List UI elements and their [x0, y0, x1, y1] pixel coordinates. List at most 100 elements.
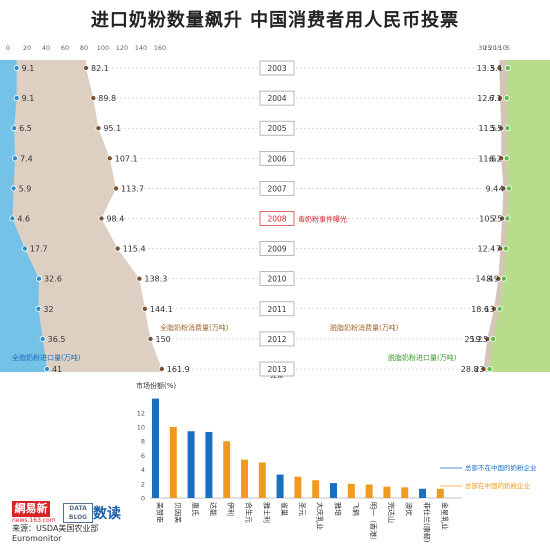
market-share-bar-chart: 市场份额(%) 0 2 4 6 8 10 12 美赞臣 贝因美 惠氏 达能 伊利 合生元 雅士利 雀巢 圣元 大庆…	[136, 381, 537, 544]
bar-category-label: 美赞臣	[156, 502, 165, 523]
skim-milk-consumption-series-label: 脱脂奶粉消费量(万吨)	[330, 323, 399, 332]
whole-milk-consumption-point	[147, 335, 154, 342]
shudu-logo: 数读	[93, 506, 121, 522]
whole-milk-consumption-value-label: 89.8	[98, 94, 116, 103]
right-axis-tick-label: 30	[478, 44, 486, 52]
skim-milk-consumption-point	[480, 365, 487, 372]
year-label: 2011	[267, 305, 286, 314]
year-box	[259, 60, 295, 76]
whole-milk-consumption-point	[90, 95, 97, 102]
whole-milk-import-value-label: 7.4	[20, 154, 33, 163]
market-share-bar	[152, 398, 159, 498]
bar-chart-y-tick: 10	[137, 424, 145, 432]
year-label: 2013	[267, 365, 286, 374]
market-share-bar	[258, 462, 266, 498]
year-box	[259, 150, 295, 166]
skim-milk-import-series-label: 脱脂奶粉进口量(万吨)	[388, 353, 457, 362]
skim-milk-import-value-label: 8.9	[486, 275, 499, 284]
market-share-bar	[436, 488, 444, 498]
whole-milk-import-value-label: 5.9	[19, 184, 32, 193]
market-share-bar	[330, 483, 337, 498]
whole-milk-import-point	[13, 64, 20, 71]
year-label: 2008	[267, 215, 286, 224]
right-axis-tick-label: 25	[483, 44, 491, 52]
right-axis-tick-label: 20	[488, 44, 496, 52]
market-share-bar	[347, 483, 355, 498]
skim-milk-import-value-label: 13	[485, 305, 495, 314]
year-box	[259, 211, 295, 226]
market-share-bar	[241, 459, 248, 498]
bar-category-label: 合生元	[245, 502, 254, 523]
bar-chart-y-tick: 12	[137, 409, 145, 417]
whole-milk-consumption-point	[98, 215, 105, 222]
skim-milk-import-point	[502, 245, 509, 252]
year-box	[259, 361, 295, 377]
bar-chart-y-tick: 6	[141, 452, 145, 460]
whole-milk-import-value-label: 4.6	[17, 215, 30, 224]
whole-milk-import-value-label: 32	[43, 305, 53, 314]
skim-milk-import-value-label: 5.5	[490, 215, 503, 224]
bar-category-label: 达能	[209, 502, 218, 516]
whole-milk-consumption-point	[136, 275, 143, 282]
year-label: 2010	[267, 275, 286, 284]
market-share-bar	[383, 486, 391, 498]
bar-category-label: 伊利	[227, 502, 236, 516]
skim-milk-consumption-point	[497, 95, 504, 102]
left-axis-tick-label: 40	[42, 44, 50, 52]
skim-milk-import-value-label: 7	[496, 245, 501, 254]
whole-milk-consumption-value-label: 144.1	[150, 305, 173, 314]
whole-milk-import-value-label: 41	[52, 365, 62, 374]
whole-milk-consumption-point	[141, 305, 148, 312]
left-axis-tick-label: 160	[154, 44, 166, 52]
whole-milk-consumption-point	[114, 245, 121, 252]
skim-milk-import-value-label: 5.1	[490, 64, 503, 73]
source-line-euromonitor: Euromonitor	[12, 534, 62, 543]
skim-milk-import-point	[504, 125, 511, 132]
year-label: 2005	[267, 124, 286, 133]
left-axis-tick-label: 60	[61, 44, 69, 52]
market-share-bar	[276, 474, 284, 498]
skim-milk-import-point	[490, 335, 497, 342]
skim-milk-consumption-value-label: 12.7	[477, 94, 495, 103]
skim-milk-import-point	[503, 155, 510, 162]
whole-milk-consumption-value-label: 95.1	[103, 124, 121, 133]
market-share-bar	[365, 484, 373, 498]
year-box	[259, 301, 295, 317]
datablog-logo: DATA BLOG	[63, 503, 93, 523]
left-axis-tick-label: 80	[80, 44, 88, 52]
whole-milk-consumption-value-label: 150	[156, 335, 171, 344]
bar-category-label: 澳优	[405, 502, 414, 516]
legend-foreign-label: 总部不在中国的奶粉企业	[465, 463, 537, 472]
year-box	[259, 331, 295, 347]
bar-category-label: 完达山	[387, 502, 396, 523]
bar-category-label: 金星乳业	[440, 502, 449, 530]
whole-milk-consumption-value-label: 138.3	[144, 275, 167, 284]
event-label: 毒奶粉事件曝光	[298, 215, 347, 224]
whole-milk-consumption-point	[106, 155, 113, 162]
source-line-usda: 来源：USDA美国农业部	[12, 524, 99, 533]
skim-milk-import-point	[505, 185, 512, 192]
left-axis-tick-label: 100	[97, 44, 109, 52]
whole-milk-consumption-area	[0, 60, 162, 372]
page-title: 进口奶粉数量飙升 中国消费者用人民币投票	[90, 10, 460, 31]
bar-chart-y-label: 市场份额(%)	[136, 381, 176, 390]
left-axis-tick-label: 0	[6, 44, 10, 52]
year-box	[259, 90, 295, 106]
skim-milk-consumption-value-label: 11.5	[478, 124, 496, 133]
whole-milk-import-value-label: 36.5	[48, 335, 66, 344]
bar-chart-y-tick: 2	[141, 480, 145, 488]
skim-milk-consumption-point	[495, 275, 502, 282]
bar-category-label: 圣元	[298, 502, 306, 516]
left-axis-tick-label: 20	[23, 44, 31, 52]
left-axis-tick-label: 120	[116, 44, 128, 52]
whole-milk-consumption-value-label: 98.4	[106, 215, 124, 224]
skim-milk-import-point	[503, 95, 510, 102]
market-share-bar	[187, 431, 195, 498]
whole-milk-consumption-point	[113, 185, 120, 192]
whole-milk-consumption-value-label: 82.1	[91, 64, 109, 73]
right-axis-tick-label: 10	[499, 44, 507, 52]
year-label: 2004	[267, 94, 286, 103]
skim-milk-consumption-point	[484, 335, 491, 342]
skim-milk-consumption-value-label: 11.6	[478, 154, 496, 163]
netease-news-logo: 網易新聞	[12, 501, 50, 531]
